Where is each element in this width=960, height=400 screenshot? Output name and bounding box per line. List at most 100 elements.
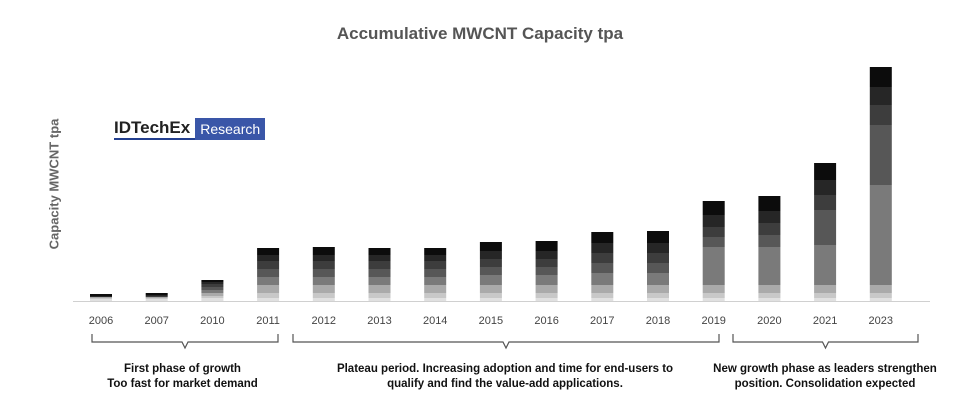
bar-segment-2020-6 [758,223,781,235]
bar-segment-2021-2 [814,293,837,298]
bar-segment-2013-4 [368,277,391,285]
bar-segment-2020-8 [758,196,781,211]
bar-segment-2010-8 [201,280,224,282]
bar-segment-2014-6 [424,261,447,269]
bar-segment-2011-8 [257,248,280,255]
bar-segment-2018-4 [647,273,669,285]
bar-segment-2014-7 [424,255,447,261]
bar-segment-2007-3 [145,297,168,298]
bar-segment-2021-5 [814,210,837,245]
bar-segment-2017-2 [591,293,614,298]
bar-segment-2018-5 [647,263,669,273]
bar-segment-2006-8 [90,294,112,296]
phase-1-annotation: First phase of growth Too fast for marke… [90,362,275,392]
bar-segment-2012-3 [312,285,335,293]
bar-segment-2023-8 [869,67,892,87]
bar-segment-2006-1 [90,299,112,301]
bar-segment-2019-2 [702,293,725,298]
bar-segment-2011-7 [257,255,280,261]
bar-segment-2015-4 [479,275,502,285]
bar-segment-2015-7 [479,251,502,259]
bar-segment-2016-5 [535,267,558,275]
bar-segment-2007-6 [145,296,168,297]
bar-segment-2012-2 [312,293,335,298]
x-tick-label: 2012 [312,315,336,327]
bar-segment-2015-6 [479,259,502,267]
bar-segment-2020-1 [758,298,781,301]
bar-segment-2023-4 [869,185,892,285]
bar-segment-2010-7 [201,282,224,284]
bar-segment-2016-1 [535,298,558,301]
bar-segment-2007-7 [145,295,168,296]
bar-segment-2019-3 [702,285,725,293]
bar-segment-2015-2 [479,293,502,298]
bar-segment-2023-3 [869,285,892,293]
bar-segment-2007-8 [145,293,168,295]
idtechex-logo: IDTechEx Research [114,118,266,140]
bar-segment-2012-4 [312,277,335,285]
bar-segment-2006-3 [90,297,112,298]
bar-segment-2020-5 [758,235,781,247]
x-tick-label: 2016 [534,315,558,327]
bar-segment-2017-4 [591,273,614,285]
phase-2-line-1: Plateau period. Increasing adoption and … [336,363,674,375]
bar-segment-2020-3 [758,285,781,293]
bar-segment-2018-3 [647,285,669,293]
bar-segment-2016-8 [535,241,558,251]
bar-segment-2021-3 [814,285,837,293]
phase-1-line-2: Too fast for market demand [107,378,258,390]
bar-segment-2006-2 [90,298,112,299]
bar-segment-2017-3 [591,285,614,293]
bar-segment-2019-7 [702,215,725,227]
x-tick-label: 2006 [89,315,113,327]
bar-segment-2023-6 [869,105,892,125]
bar-segment-2012-5 [312,269,335,277]
bar-segment-2011-1 [257,298,280,301]
bar-segment-2013-3 [368,285,391,293]
bar-segment-2010-6 [201,284,224,287]
bar-segment-2021-8 [814,163,837,180]
bar-segment-2014-2 [424,293,447,298]
bar-segment-2016-2 [535,293,558,298]
bar-segment-2017-7 [591,243,614,253]
bar-segment-2017-8 [591,232,614,243]
bar-segment-2013-1 [368,298,391,301]
x-tick-label: 2020 [757,315,781,327]
bar-segment-2011-5 [257,269,280,277]
bar-segment-2018-7 [647,243,669,253]
bar-segment-2013-2 [368,293,391,298]
phase-3-brace [732,334,919,350]
bar-segment-2023-1 [869,298,892,301]
bar-segment-2013-8 [368,248,391,255]
bar-segment-2018-8 [647,231,669,243]
bar-segment-2011-2 [257,293,280,298]
x-tick-label: 2007 [144,315,168,327]
bar-segment-2018-2 [647,293,669,298]
x-tick-label: 2018 [646,315,670,327]
bar-segment-2013-7 [368,255,391,261]
bar-segment-2012-6 [312,261,335,269]
bar-segment-2014-8 [424,248,447,255]
x-tick-label: 2019 [701,315,725,327]
bar-segment-2012-7 [312,255,335,261]
bar-segment-2014-3 [424,285,447,293]
phase-2-annotation: Plateau period. Increasing adoption and … [300,362,710,392]
bar-segment-2011-6 [257,261,280,269]
chart-title: Accumulative MWCNT Capacity tpa [336,24,624,43]
bar-segment-2015-3 [479,285,502,293]
phase-1-line-1: First phase of growth [124,363,241,375]
x-tick-label: 2011 [256,315,280,327]
logo-sub-text: Research [195,118,266,140]
phase-2-line-2: qualify and find the value-add applicati… [387,378,623,390]
phase-2-brace [292,334,720,350]
bar-segment-2011-3 [257,285,280,293]
bar-segment-2015-5 [479,267,502,275]
bar-segment-2006-7 [90,296,112,297]
bar-segment-2010-3 [201,293,224,296]
x-tick-label: 2017 [590,315,614,327]
x-tick-label: 2010 [200,315,224,327]
bar-segment-2021-1 [814,298,837,301]
bar-segment-2017-1 [591,298,614,301]
